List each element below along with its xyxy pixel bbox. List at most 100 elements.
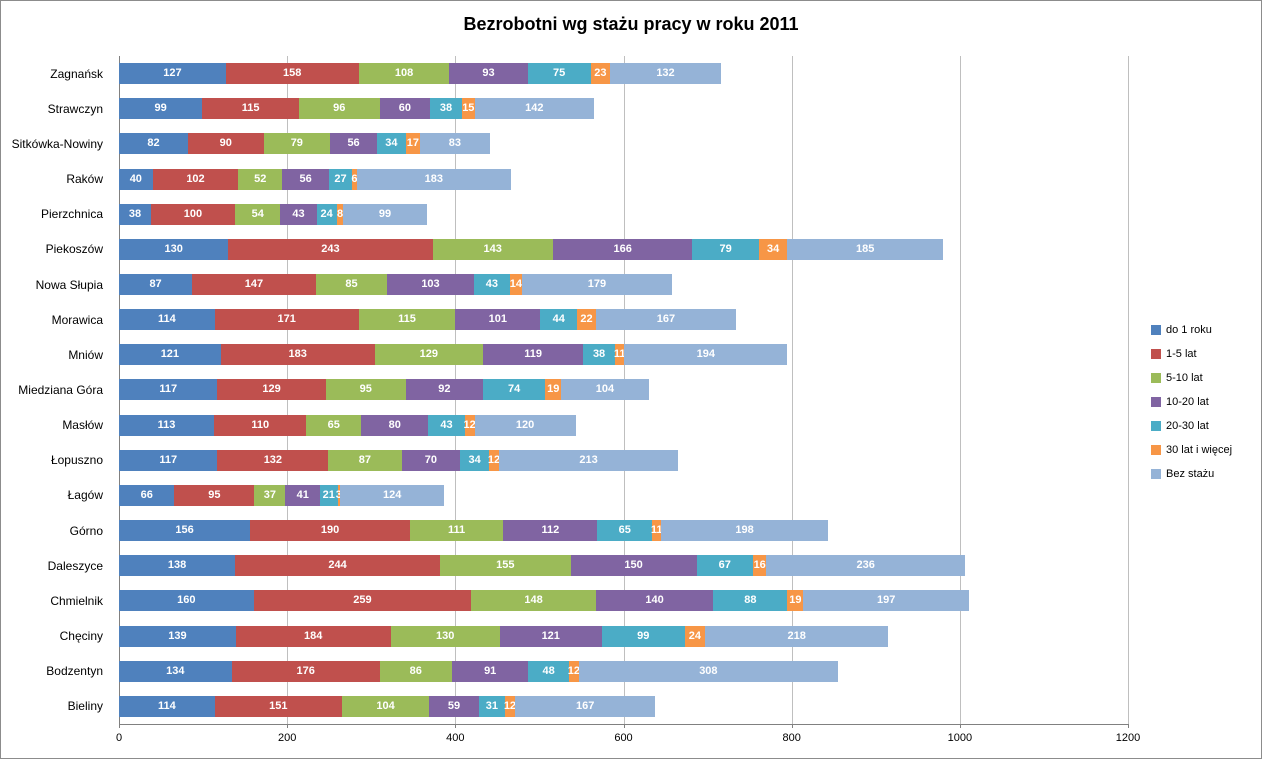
bar-segment[interactable]: 190 (250, 520, 410, 542)
legend-item[interactable]: 20-30 lat (1151, 415, 1232, 436)
bar-segment[interactable]: 43 (473, 274, 510, 296)
bar-segment[interactable]: 8 (336, 203, 344, 225)
bar-segment[interactable]: 102 (152, 168, 239, 190)
bar-segment[interactable]: 54 (235, 203, 281, 225)
bar-segment[interactable]: 56 (282, 168, 330, 190)
bar-segment[interactable]: 24 (316, 203, 337, 225)
bar-segment[interactable]: 119 (483, 344, 584, 366)
bar-segment[interactable]: 179 (521, 274, 673, 296)
bar-segment[interactable]: 41 (285, 484, 320, 506)
bar-segment[interactable]: 130 (390, 625, 500, 647)
bar-segment[interactable]: 114 (119, 695, 215, 717)
bar-segment[interactable]: 80 (361, 414, 429, 436)
bar-segment[interactable]: 110 (214, 414, 307, 436)
bar-segment[interactable]: 104 (561, 379, 649, 401)
bar-segment[interactable]: 155 (440, 555, 571, 577)
bar-segment[interactable]: 59 (429, 695, 479, 717)
bar-segment[interactable]: 67 (696, 555, 753, 577)
legend-item[interactable]: 5-10 lat (1151, 367, 1232, 388)
bar-segment[interactable]: 15 (462, 98, 475, 120)
bar-segment[interactable]: 111 (409, 520, 504, 542)
bar-segment[interactable]: 160 (119, 590, 254, 612)
bar-segment[interactable]: 108 (358, 63, 450, 85)
bar-segment[interactable]: 92 (405, 379, 484, 401)
bar-segment[interactable]: 129 (374, 344, 484, 366)
bar-segment[interactable]: 124 (340, 484, 445, 506)
bar-segment[interactable]: 43 (428, 414, 465, 436)
bar-segment[interactable]: 12 (568, 660, 580, 682)
bar-segment[interactable]: 85 (315, 274, 388, 296)
bar-segment[interactable]: 38 (119, 203, 151, 225)
legend-item[interactable]: 30 lat i więcej (1151, 439, 1232, 460)
bar-segment[interactable]: 56 (330, 133, 378, 155)
bar-segment[interactable]: 37 (254, 484, 286, 506)
bar-segment[interactable]: 19 (545, 379, 562, 401)
legend-item[interactable]: 10-20 lat (1151, 391, 1232, 412)
bar-segment[interactable]: 158 (225, 63, 359, 85)
bar-segment[interactable]: 87 (119, 274, 193, 296)
bar-segment[interactable]: 101 (455, 309, 541, 331)
bar-segment[interactable]: 96 (298, 98, 380, 120)
bar-segment[interactable]: 218 (705, 625, 889, 647)
bar-segment[interactable]: 99 (343, 203, 427, 225)
bar-segment[interactable]: 65 (597, 520, 653, 542)
bar-segment[interactable]: 11 (651, 520, 662, 542)
bar-segment[interactable]: 12 (463, 414, 476, 436)
bar-segment[interactable]: 19 (787, 590, 804, 612)
bar-segment[interactable]: 130 (119, 238, 229, 260)
bar-segment[interactable]: 82 (119, 133, 188, 155)
bar-segment[interactable]: 40 (119, 168, 153, 190)
bar-segment[interactable]: 117 (119, 379, 218, 401)
bar-segment[interactable]: 34 (758, 238, 788, 260)
bar-segment[interactable]: 171 (214, 309, 359, 331)
bar-segment[interactable]: 65 (306, 414, 362, 436)
bar-segment[interactable]: 87 (328, 449, 402, 471)
bar-segment[interactable]: 132 (217, 449, 329, 471)
bar-segment[interactable]: 14 (510, 274, 522, 296)
bar-segment[interactable]: 117 (119, 449, 218, 471)
bar-segment[interactable]: 127 (119, 63, 226, 85)
bar-segment[interactable]: 74 (483, 379, 546, 401)
bar-segment[interactable]: 103 (387, 274, 474, 296)
bar-segment[interactable]: 79 (692, 238, 759, 260)
bar-segment[interactable]: 183 (356, 168, 511, 190)
bar-segment[interactable]: 213 (499, 449, 679, 471)
bar-segment[interactable]: 120 (474, 414, 576, 436)
bar-segment[interactable]: 17 (405, 133, 420, 155)
bar-segment[interactable]: 166 (552, 238, 693, 260)
bar-segment[interactable]: 148 (471, 590, 596, 612)
bar-segment[interactable]: 167 (595, 309, 737, 331)
bar-segment[interactable]: 75 (527, 63, 591, 85)
bar-segment[interactable]: 93 (449, 63, 528, 85)
bar-segment[interactable]: 142 (474, 98, 595, 120)
bar-segment[interactable]: 121 (119, 344, 221, 366)
legend-item[interactable]: 1-5 lat (1151, 343, 1232, 364)
bar-segment[interactable]: 12 (504, 695, 516, 717)
bar-segment[interactable]: 121 (499, 625, 602, 647)
bar-segment[interactable]: 31 (478, 695, 505, 717)
bar-segment[interactable]: 244 (235, 555, 441, 577)
bar-segment[interactable]: 115 (202, 98, 299, 120)
bar-segment[interactable]: 38 (583, 344, 616, 366)
bar-segment[interactable]: 138 (119, 555, 236, 577)
bar-segment[interactable]: 198 (661, 520, 828, 542)
bar-segment[interactable]: 70 (401, 449, 461, 471)
bar-segment[interactable]: 95 (174, 484, 255, 506)
bar-segment[interactable]: 90 (187, 133, 264, 155)
bar-segment[interactable]: 23 (590, 63, 610, 85)
bar-segment[interactable]: 27 (329, 168, 352, 190)
bar-segment[interactable]: 112 (503, 520, 598, 542)
bar-segment[interactable]: 308 (578, 660, 838, 682)
bar-segment[interactable]: 3 (336, 484, 342, 506)
bar-segment[interactable]: 52 (238, 168, 283, 190)
bar-segment[interactable]: 99 (601, 625, 685, 647)
bar-segment[interactable]: 104 (341, 695, 430, 717)
bar-segment[interactable]: 184 (235, 625, 391, 647)
bar-segment[interactable]: 79 (263, 133, 331, 155)
bar-segment[interactable]: 194 (624, 344, 788, 366)
bar-segment[interactable]: 83 (419, 133, 490, 155)
bar-segment[interactable]: 60 (379, 98, 431, 120)
bar-segment[interactable]: 176 (231, 660, 380, 682)
bar-segment[interactable]: 44 (540, 309, 578, 331)
bar-segment[interactable]: 100 (150, 203, 236, 225)
